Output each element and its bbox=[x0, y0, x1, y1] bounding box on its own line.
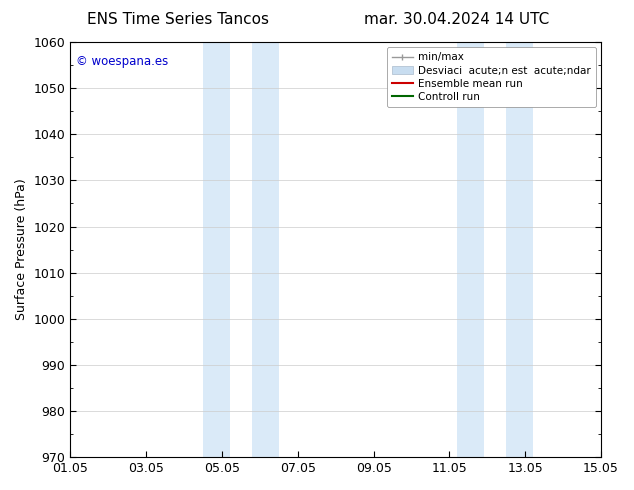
Bar bbox=[203, 42, 230, 457]
Bar bbox=[252, 42, 279, 457]
Y-axis label: Surface Pressure (hPa): Surface Pressure (hPa) bbox=[15, 179, 28, 320]
Bar bbox=[507, 42, 533, 457]
Bar bbox=[457, 42, 484, 457]
Text: mar. 30.04.2024 14 UTC: mar. 30.04.2024 14 UTC bbox=[364, 12, 549, 27]
Text: ENS Time Series Tancos: ENS Time Series Tancos bbox=[86, 12, 269, 27]
Legend: min/max, Desviaci  acute;n est  acute;ndar, Ensemble mean run, Controll run: min/max, Desviaci acute;n est acute;ndar… bbox=[387, 47, 596, 107]
Text: © woespana.es: © woespana.es bbox=[75, 54, 168, 68]
